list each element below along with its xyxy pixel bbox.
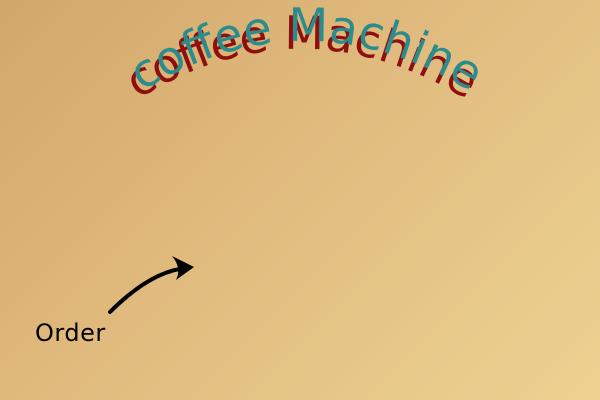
title-arc: coffee Machine coffee Machine: [116, 0, 492, 109]
curved-arrow-icon: [108, 256, 194, 314]
order-label[interactable]: Order: [35, 319, 106, 347]
